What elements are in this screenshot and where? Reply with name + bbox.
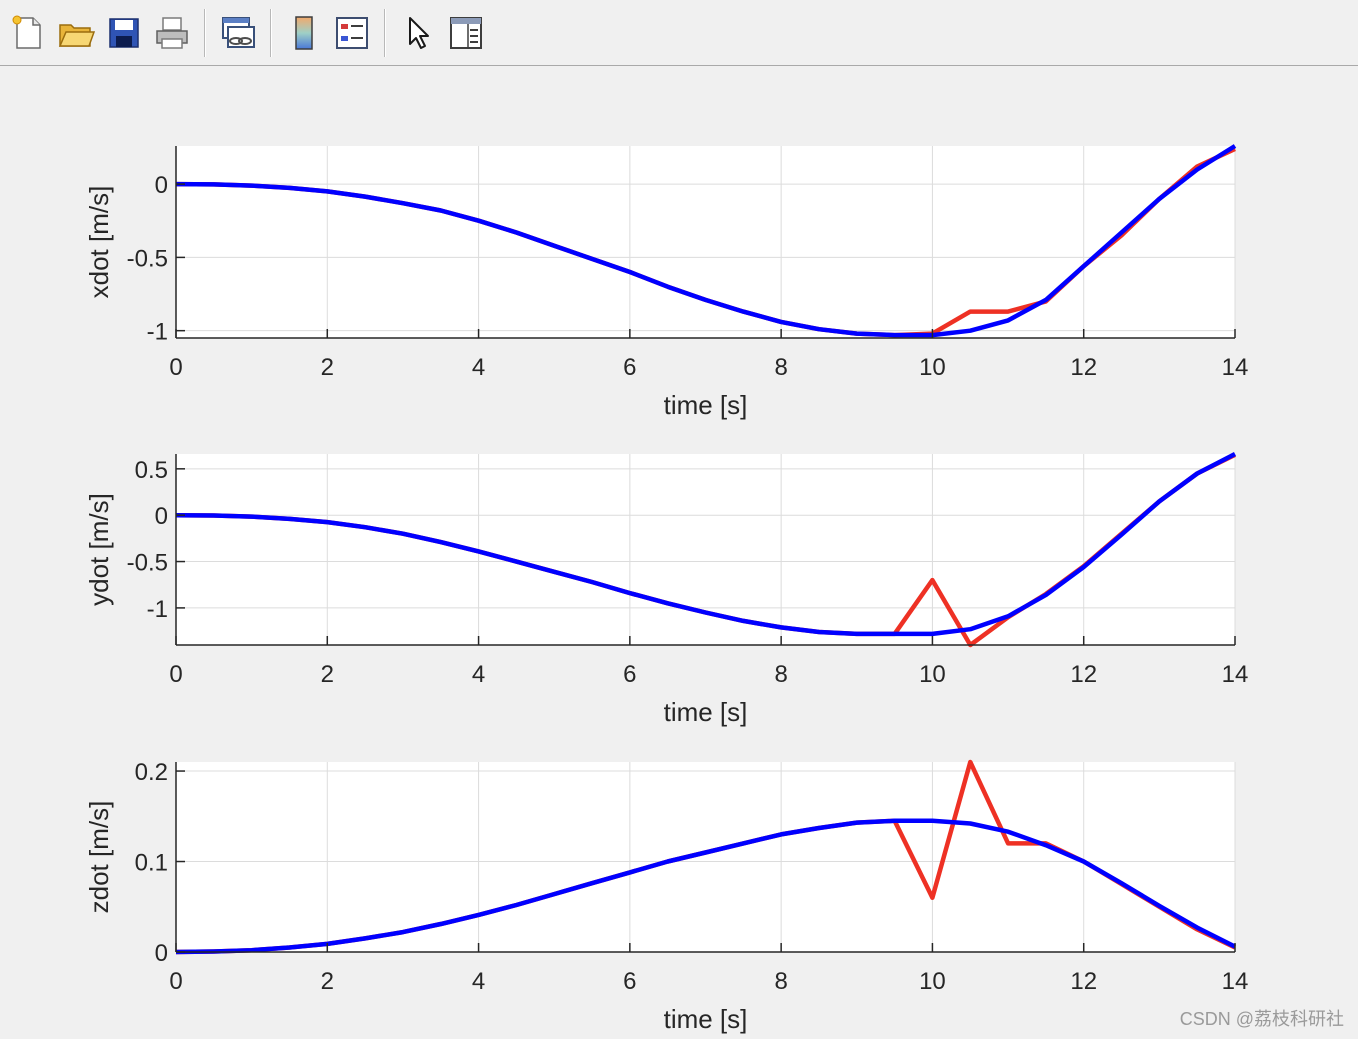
figure-toolbar xyxy=(0,0,1358,66)
y-axis-label: ydot [m/s] xyxy=(84,493,114,606)
subplot-3[interactable]: 0 2 4 6 8 10 12 14 0 0.1 0.2 time [s] zdot [m/s] xyxy=(84,759,1248,1034)
x-tick-label: 6 xyxy=(623,968,636,995)
plot-area xyxy=(176,454,1235,645)
plot-area xyxy=(176,146,1235,338)
y-tick-label: -0.5 xyxy=(127,550,168,577)
x-tick-label: 2 xyxy=(321,661,334,688)
series-line-blue xyxy=(175,818,1237,955)
x-axis-label: time [s] xyxy=(664,390,748,420)
link-plot-icon xyxy=(222,16,255,48)
series-line-blue xyxy=(175,144,1237,338)
x-axis-label: time [s] xyxy=(664,697,748,727)
plot-area xyxy=(176,762,1235,952)
legend-icon xyxy=(336,16,368,49)
property-inspector-icon xyxy=(450,16,482,49)
subplot-1[interactable]: 0 2 4 6 8 10 12 14 -1 -0.5 0 time [s] xdot [m/s] xyxy=(84,144,1249,420)
y-tick-label: -0.5 xyxy=(127,245,168,272)
x-tick-label: 14 xyxy=(1222,354,1249,381)
print-icon xyxy=(156,16,188,49)
x-tick-label: 0 xyxy=(169,661,182,688)
y-tick-label: 0.5 xyxy=(135,457,168,484)
x-tick-label: 8 xyxy=(774,354,787,381)
x-tick-label: 4 xyxy=(472,661,485,688)
y-axis-label: xdot [m/s] xyxy=(84,186,114,299)
toolbar-separator xyxy=(384,8,386,57)
link-plot-button[interactable] xyxy=(214,9,262,57)
x-tick-label: 4 xyxy=(472,354,485,381)
x-tick-label: 0 xyxy=(169,354,182,381)
x-tick-label: 8 xyxy=(774,661,787,688)
x-tick-label: 4 xyxy=(472,968,485,995)
new-figure-button[interactable] xyxy=(4,9,52,57)
x-tick-label: 10 xyxy=(919,354,946,381)
edit-plot-arrow-icon xyxy=(409,16,429,49)
y-tick-label: 0.2 xyxy=(135,759,168,786)
x-tick-label: 2 xyxy=(321,968,334,995)
x-tick-label: 10 xyxy=(919,661,946,688)
property-inspector-button[interactable] xyxy=(442,9,490,57)
x-tick-label: 2 xyxy=(321,354,334,381)
legend-button[interactable] xyxy=(328,9,376,57)
toolbar-separator xyxy=(204,8,206,57)
x-tick-label: 6 xyxy=(623,354,636,381)
subplot-2[interactable]: 0 2 4 6 8 10 12 14 -1 -0.5 0 0.5 time [s] ydot [m/s] xyxy=(84,452,1249,727)
edit-plot-button[interactable] xyxy=(394,9,442,57)
y-tick-label: -1 xyxy=(147,596,168,623)
y-axis-label: zdot [m/s] xyxy=(84,801,114,914)
figure-area: 0 2 4 6 8 10 12 14 -1 -0.5 0 time [s] xdot [m/s] 0 2 4 6… xyxy=(0,67,1358,1039)
x-tick-label: 14 xyxy=(1222,661,1249,688)
x-tick-label: 8 xyxy=(774,968,787,995)
x-tick-label: 0 xyxy=(169,968,182,995)
series-line-blue xyxy=(175,452,1237,637)
save-button[interactable] xyxy=(100,9,148,57)
y-tick-label: 0 xyxy=(155,503,168,530)
x-tick-label: 12 xyxy=(1070,968,1097,995)
x-tick-label: 14 xyxy=(1222,968,1249,995)
print-button[interactable] xyxy=(148,9,196,57)
save-icon xyxy=(109,17,139,48)
colorbar-button[interactable] xyxy=(280,9,328,57)
y-tick-label: 0 xyxy=(155,172,168,199)
new-figure-icon xyxy=(12,15,41,49)
y-tick-label: 0.1 xyxy=(135,850,168,877)
open-file-icon xyxy=(58,23,96,47)
watermark: CSDN @荔枝科研社 xyxy=(1179,1009,1344,1029)
y-tick-label: -1 xyxy=(147,319,168,346)
x-axis-label: time [s] xyxy=(664,1004,748,1034)
colorbar-icon xyxy=(295,15,313,50)
x-tick-label: 12 xyxy=(1070,354,1097,381)
open-file-button[interactable] xyxy=(52,9,100,57)
subplots-canvas: 0 2 4 6 8 10 12 14 -1 -0.5 0 time [s] xdot [m/s] 0 2 4 6… xyxy=(84,144,1249,1034)
toolbar-separator xyxy=(270,8,272,57)
y-tick-label: 0 xyxy=(155,940,168,967)
x-tick-label: 10 xyxy=(919,968,946,995)
x-tick-label: 6 xyxy=(623,661,636,688)
x-tick-label: 12 xyxy=(1070,661,1097,688)
